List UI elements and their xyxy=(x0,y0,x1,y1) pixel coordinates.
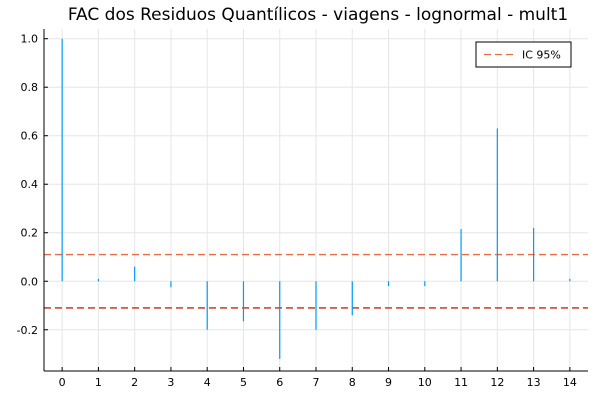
x-tick-label-6: 6 xyxy=(276,376,283,389)
x-tick-label-14: 14 xyxy=(563,376,577,389)
y-tick-label-1.0: 1.0 xyxy=(21,33,39,46)
legend-ci-label: IC 95% xyxy=(522,49,561,62)
x-tick-label-7: 7 xyxy=(313,376,320,389)
y-tick-label-0.4: 0.4 xyxy=(21,178,39,191)
y-tick-label-0.0: 0.0 xyxy=(21,275,39,288)
x-tick-label-10: 10 xyxy=(418,376,432,389)
legend: IC 95% xyxy=(475,41,572,68)
y-tick-label-0.2: 0.2 xyxy=(21,227,39,240)
x-tick-label-0: 0 xyxy=(59,376,66,389)
y-tick-label-0.8: 0.8 xyxy=(21,81,39,94)
axes: 0 1 2 3 4 5 6 7 8 9 10 11 12 13 14-0.20.00.20.40.60.81… xyxy=(17,29,588,389)
chart-title: FAC dos Residuos Quantílicos - viagens -… xyxy=(68,5,568,25)
x-tick-label-3: 3 xyxy=(167,376,174,389)
x-tick-label-1: 1 xyxy=(95,376,102,389)
y-tick-label--0.2: -0.2 xyxy=(17,324,38,337)
x-tick-label-8: 8 xyxy=(349,376,356,389)
x-tick-label-2: 2 xyxy=(131,376,138,389)
x-tick-label-5: 5 xyxy=(240,376,247,389)
x-tick-label-11: 11 xyxy=(454,376,468,389)
x-tick-label-4: 4 xyxy=(204,376,211,389)
y-tick-label-0.6: 0.6 xyxy=(21,130,39,143)
x-tick-label-13: 13 xyxy=(527,376,541,389)
legend-box xyxy=(475,41,572,68)
x-tick-label-9: 9 xyxy=(385,376,392,389)
x-tick-label-12: 12 xyxy=(490,376,504,389)
acf-bars xyxy=(61,38,571,359)
